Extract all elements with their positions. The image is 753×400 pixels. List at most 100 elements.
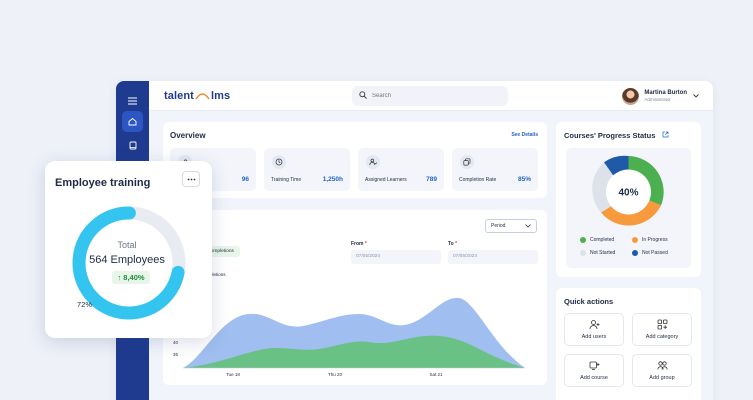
legend-dot	[580, 250, 586, 256]
add-group-label: Add group	[649, 375, 675, 381]
user-name: Martina Burton	[644, 89, 687, 96]
legend-item: Not Started	[580, 250, 632, 256]
legend-dot	[632, 250, 638, 256]
change-badge: ↑ 8,40%	[112, 271, 150, 284]
stat-card[interactable]: Training Time 1,250h	[264, 148, 350, 191]
to-label: To *	[448, 241, 457, 247]
quick-actions-title: Quick actions	[564, 297, 614, 306]
more-options-button[interactable]	[182, 171, 200, 187]
progress-title: Courses' Progress Status	[564, 131, 656, 140]
copy-icon	[460, 155, 474, 169]
employee-training-title: Employee training	[55, 177, 151, 189]
search-box[interactable]	[352, 86, 508, 106]
add-category-icon	[657, 319, 668, 330]
overview-card: Overview See Details 96 Training Time 1,…	[163, 122, 547, 198]
stat-label: Assigned Learners	[365, 177, 407, 183]
add-group-icon	[657, 361, 668, 370]
stat-label: Completion Rate	[459, 177, 497, 183]
clock-icon	[272, 155, 286, 169]
percent-label: 72%	[77, 300, 93, 309]
add-users-button[interactable]: Add users	[564, 313, 624, 346]
x-tick-label: Thu 20	[328, 372, 343, 377]
see-details-link[interactable]: See Details	[511, 132, 538, 138]
external-link-icon[interactable]	[662, 131, 669, 138]
legend-label: Not Started	[590, 250, 616, 256]
donut-segment-not-started	[592, 162, 614, 213]
stat-card[interactable]: Completion Rate 85%	[452, 148, 538, 191]
book-icon[interactable]	[122, 135, 143, 156]
add-course-icon	[589, 361, 600, 370]
chevron-down-icon	[525, 224, 531, 228]
add-course-button[interactable]: Add course	[564, 354, 624, 387]
employee-progress-ring	[72, 206, 186, 320]
employee-training-card: Employee training Total 564 Employees ↑ …	[45, 161, 212, 338]
progress-status-card: Courses' Progress Status 40% Completed I…	[556, 122, 701, 277]
add-users-label: Add users	[581, 334, 607, 340]
add-group-button[interactable]: Add group	[632, 354, 692, 387]
stat-value: 789	[426, 176, 437, 183]
avatar[interactable]	[622, 87, 640, 105]
search-input[interactable]	[372, 89, 502, 103]
legend-item: In Progress	[632, 237, 684, 243]
user-role: Administrator	[644, 96, 671, 102]
activity-card: Period ourse completions From * 07/05/20…	[163, 210, 547, 385]
from-date-field[interactable]: 07/05/2024	[351, 250, 441, 264]
brand-name-part: lms	[210, 90, 231, 102]
app-window: talent lms Martina Burton Administrator O…	[116, 81, 713, 400]
legend-item: Not Passed	[632, 250, 684, 256]
add-category-label: Add category	[645, 334, 679, 340]
learner-icon	[366, 155, 380, 169]
legend-label: Completed	[590, 237, 615, 243]
required-mark: *	[364, 241, 367, 247]
menu-icon[interactable]	[122, 90, 143, 111]
from-label: From *	[351, 241, 367, 247]
stat-card[interactable]: Assigned Learners 789	[358, 148, 444, 191]
legend-label: In Progress	[642, 237, 668, 243]
logo-arc-icon	[195, 93, 210, 100]
stat-value: 85%	[517, 176, 531, 183]
progress-donut: 40%	[592, 155, 664, 226]
legend-label: Not Passed	[642, 250, 668, 256]
progress-donut-panel: 40% Completed In Progress Not Started No…	[566, 148, 691, 268]
total-label: Total	[117, 240, 137, 250]
to-date-field[interactable]: 07/05/2024	[448, 250, 538, 264]
from-label-text: From	[351, 241, 364, 247]
required-mark: *	[455, 241, 458, 247]
course-completions-chip[interactable]: ourse completions	[189, 246, 240, 257]
x-tick-label: Sat 21	[429, 372, 443, 377]
search-icon	[359, 91, 367, 99]
add-category-button[interactable]: Add category	[632, 313, 692, 346]
home-icon[interactable]	[122, 111, 143, 132]
top-bar: talent lms Martina Burton Administrator	[149, 81, 713, 111]
quick-actions-card: Quick actions Add users Add category Add…	[556, 288, 701, 400]
progress-legend: Completed In Progress Not Started Not Pa…	[580, 237, 684, 256]
series-area-green	[183, 335, 525, 368]
employee-count: 564 Employees	[89, 254, 165, 266]
donut-segment-not-passed	[604, 155, 629, 176]
user-menu[interactable]: Martina Burton Administrator	[622, 87, 699, 105]
stat-label: Training Time	[271, 177, 302, 183]
overview-title: Overview	[170, 131, 206, 140]
stat-value: 96	[241, 176, 249, 183]
donut-hole	[606, 169, 651, 215]
brand-logo[interactable]: talent lms	[164, 90, 230, 102]
y-tick-label: 35	[173, 352, 179, 357]
legend-dot	[632, 237, 638, 243]
period-select[interactable]: Period	[485, 219, 537, 233]
add-course-label: Add course	[580, 375, 608, 381]
chevron-down-icon[interactable]	[693, 94, 699, 98]
add-user-icon	[589, 320, 600, 330]
period-select-label: Period	[491, 223, 506, 229]
x-tick-label: Tue 18	[226, 372, 240, 377]
legend-item: Completed	[580, 237, 632, 243]
ring-fill	[72, 206, 186, 320]
more-horizontal-icon	[187, 178, 195, 180]
donut-segment-in-progress	[601, 200, 662, 226]
brand-name-part: talent	[164, 90, 194, 102]
to-label-text: To	[448, 241, 454, 247]
donut-segment-completed	[628, 156, 664, 206]
completions-area-chart: 40 35 Tue 18 Thu 20 Sat 21	[173, 297, 525, 377]
y-tick-label: 40	[173, 340, 179, 345]
donut-center-label: 40%	[618, 188, 638, 199]
legend-dot	[580, 237, 586, 243]
